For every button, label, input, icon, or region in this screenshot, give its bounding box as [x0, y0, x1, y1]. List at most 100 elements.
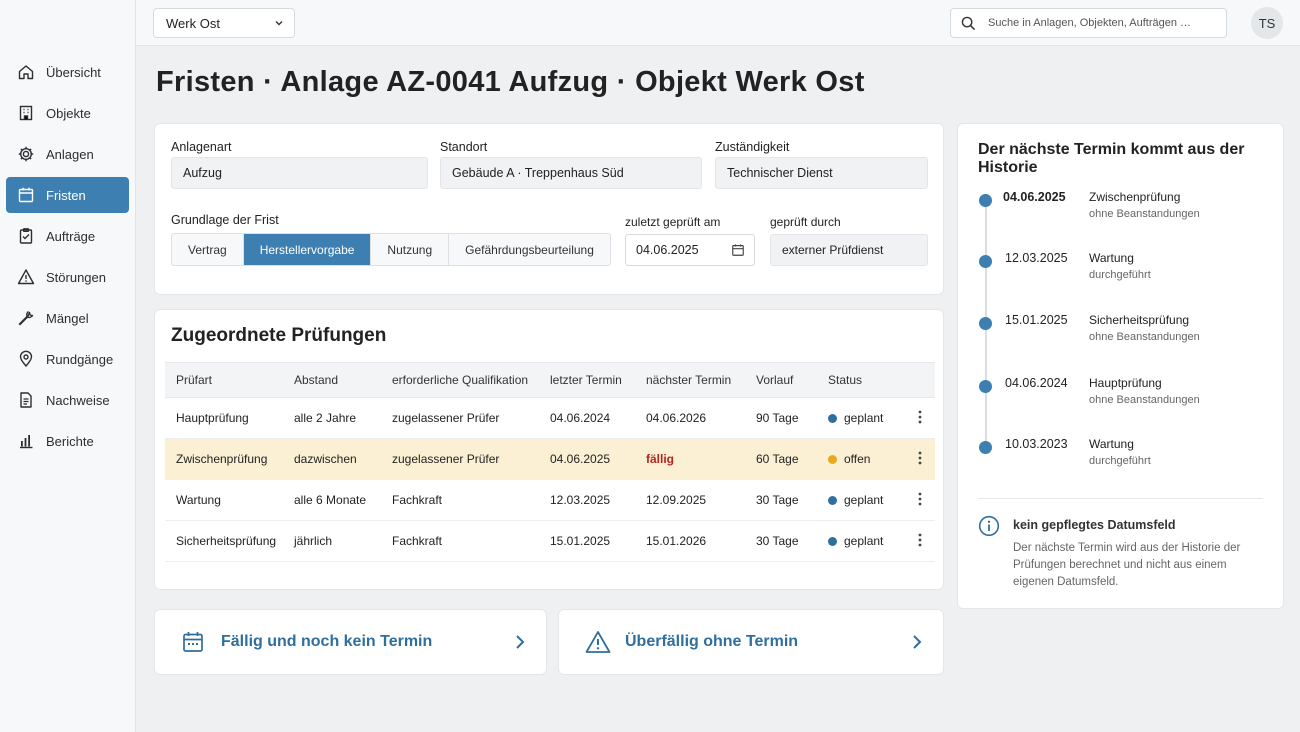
- sidebar-item-nachweise[interactable]: Nachweise: [6, 382, 129, 418]
- sidebar-item-label: Fristen: [46, 187, 86, 203]
- cell-pruefart: Zwischenprüfung: [165, 438, 283, 480]
- building-icon: [19, 105, 33, 121]
- sidebar-item-berichte[interactable]: Berichte: [6, 423, 129, 459]
- pruefungen-title: Zugeordnete Prüfungen: [171, 325, 387, 346]
- cell-letzter: 15.01.2025: [539, 520, 635, 562]
- cell-vorlauf: 90 Tage: [745, 397, 817, 439]
- grundlage-option[interactable]: Nutzung: [371, 234, 450, 265]
- sidebar-item-label: Objekte: [46, 105, 91, 121]
- timeline-date: 12.03.2025: [1005, 251, 1068, 265]
- sidebar-item-anlagen[interactable]: Anlagen: [6, 136, 129, 172]
- pruefungen-table: Prüfart Abstand erforderliche Qualifikatio…: [165, 362, 935, 562]
- grundlage-option[interactable]: Gefährdungsbeurteilung: [465, 242, 594, 257]
- column-header[interactable]: erforderliche Qualifikation: [381, 362, 539, 398]
- table-row[interactable]: Wartung alle 6 Monate Fachkraft 12.03.2025 1…: [165, 479, 935, 521]
- more-options-icon[interactable]: [910, 451, 930, 465]
- home-icon: [18, 65, 34, 80]
- document-icon: [20, 392, 32, 408]
- column-header[interactable]: Vorlauf: [745, 362, 817, 398]
- column-header[interactable]: nächster Termin: [635, 362, 745, 398]
- timeline-date: 10.03.2023: [1005, 437, 1068, 451]
- status-label: geplant: [844, 411, 884, 425]
- cell-qualifikation: zugelassener Prüfer: [381, 397, 539, 439]
- zuletzt-date-input[interactable]: 04.06.2025: [625, 234, 755, 266]
- column-header[interactable]: letzter Termin: [539, 362, 635, 398]
- column-header[interactable]: Prüfart: [165, 362, 283, 398]
- search-icon: [961, 16, 976, 30]
- cell-pruefart: Hauptprüfung: [165, 397, 283, 439]
- more-options-icon[interactable]: [910, 492, 930, 506]
- timeline-dot: [979, 317, 992, 330]
- note-title: kein gepflegtes Datumsfeld: [1013, 518, 1176, 532]
- zustaendigkeit-label: Zuständigkeit: [715, 140, 790, 154]
- grundlage-option[interactable]: Herstellervorgabe: [243, 234, 372, 265]
- timeline-result: ohne Beanstandungen: [1089, 331, 1200, 343]
- chevron-right-icon: [913, 635, 922, 649]
- standort-field: Gebäude A · Treppenhaus Süd: [440, 157, 702, 189]
- sidebar-item-mängel[interactable]: Mängel: [6, 300, 129, 336]
- cell-actions: [899, 479, 935, 521]
- more-options-icon[interactable]: [910, 410, 930, 424]
- top-bar: Werk Ost TS: [136, 0, 1300, 46]
- sidebar-item-störungen[interactable]: Störungen: [6, 259, 129, 295]
- timeline-result: durchgeführt: [1089, 455, 1151, 467]
- sidebar-nav: Übersicht Objekte Anlagen Fristen Aufträge St…: [0, 0, 135, 459]
- timeline-item: 04.06.2024 Hauptprüfung ohne Beanstandunge…: [978, 376, 1278, 416]
- cell-status: offen: [817, 438, 899, 480]
- timeline-item: 04.06.2025 Zwischenprüfung ohne Beanstandu…: [978, 190, 1278, 230]
- avatar[interactable]: TS: [1251, 7, 1283, 39]
- sidebar-item-übersicht[interactable]: Übersicht: [6, 54, 129, 90]
- zustaendigkeit-field: Technischer Dienst: [715, 157, 928, 189]
- timeline-item: 15.01.2025 Sicherheitsprüfung ohne Beansta…: [978, 313, 1278, 353]
- grundlage-option[interactable]: Vertrag: [172, 234, 244, 265]
- sidebar-item-label: Übersicht: [46, 64, 101, 80]
- cell-abstand: alle 6 Monate: [283, 479, 381, 521]
- cell-letzter: 04.06.2024: [539, 397, 635, 439]
- site-select[interactable]: Werk Ost: [153, 8, 295, 38]
- sidebar-item-label: Rundgänge: [46, 351, 114, 367]
- column-header[interactable]: Status: [817, 362, 899, 398]
- cell-abstand: jährlich: [283, 520, 381, 562]
- geprueft-durch-field: externer Prüfdienst: [770, 234, 928, 266]
- cell-naechster: 04.06.2026: [635, 397, 745, 439]
- sidebar-item-label: Störungen: [46, 269, 106, 285]
- table-row[interactable]: Zwischenprüfung dazwischen zugelassener Pr…: [165, 438, 935, 480]
- sidebar-item-label: Anlagen: [46, 146, 94, 162]
- status-badge: geplant: [828, 534, 899, 548]
- sidebar-item-objekte[interactable]: Objekte: [6, 95, 129, 131]
- table-row[interactable]: Hauptprüfung alle 2 Jahre zugelassener Prü…: [165, 397, 935, 439]
- sidebar-item-rundgänge[interactable]: Rundgänge: [6, 341, 129, 377]
- search-box[interactable]: [950, 8, 1227, 38]
- divider: [978, 498, 1263, 499]
- page-title: Fristen · Anlage AZ-0041 Aufzug · Objekt…: [156, 66, 865, 98]
- sidebar-item-label: Berichte: [46, 433, 94, 449]
- quick-link-ueberfaellig[interactable]: Überfällig ohne Termin: [558, 609, 944, 675]
- search-input[interactable]: [988, 17, 1208, 29]
- timeline-event: Zwischenprüfung: [1089, 190, 1181, 204]
- sidebar-item-fristen[interactable]: Fristen: [6, 177, 129, 213]
- timeline-item: 10.03.2023 Wartung durchgeführt: [978, 437, 1278, 477]
- timeline-result: durchgeführt: [1089, 269, 1151, 281]
- sidebar-item-label: Mängel: [46, 310, 89, 326]
- timeline-date: 04.06.2024: [1005, 376, 1068, 390]
- cell-qualifikation: zugelassener Prüfer: [381, 438, 539, 480]
- column-header[interactable]: Abstand: [283, 362, 381, 398]
- calendar-icon[interactable]: [731, 243, 745, 257]
- more-options-icon[interactable]: [910, 533, 930, 547]
- table-row[interactable]: Sicherheitsprüfung jährlich Fachkraft 15.01…: [165, 520, 935, 562]
- cell-actions: [899, 438, 935, 480]
- timeline-event: Wartung: [1089, 437, 1134, 451]
- timeline-event: Hauptprüfung: [1089, 376, 1162, 390]
- cell-actions: [899, 397, 935, 439]
- cell-naechster: 12.09.2025: [635, 479, 745, 521]
- warning-icon: [585, 631, 611, 653]
- sidebar-item-label: Nachweise: [46, 392, 110, 408]
- cell-actions: [899, 520, 935, 562]
- quick-link-faellig[interactable]: Fällig und noch kein Termin: [154, 609, 547, 675]
- chevron-right-icon: [516, 635, 525, 649]
- cell-abstand: alle 2 Jahre: [283, 397, 381, 439]
- column-header-actions: [899, 362, 935, 398]
- timeline-date: 04.06.2025: [1003, 190, 1066, 204]
- quick-link-faellig-label: Fällig und noch kein Termin: [221, 633, 433, 650]
- sidebar-item-aufträge[interactable]: Aufträge: [6, 218, 129, 254]
